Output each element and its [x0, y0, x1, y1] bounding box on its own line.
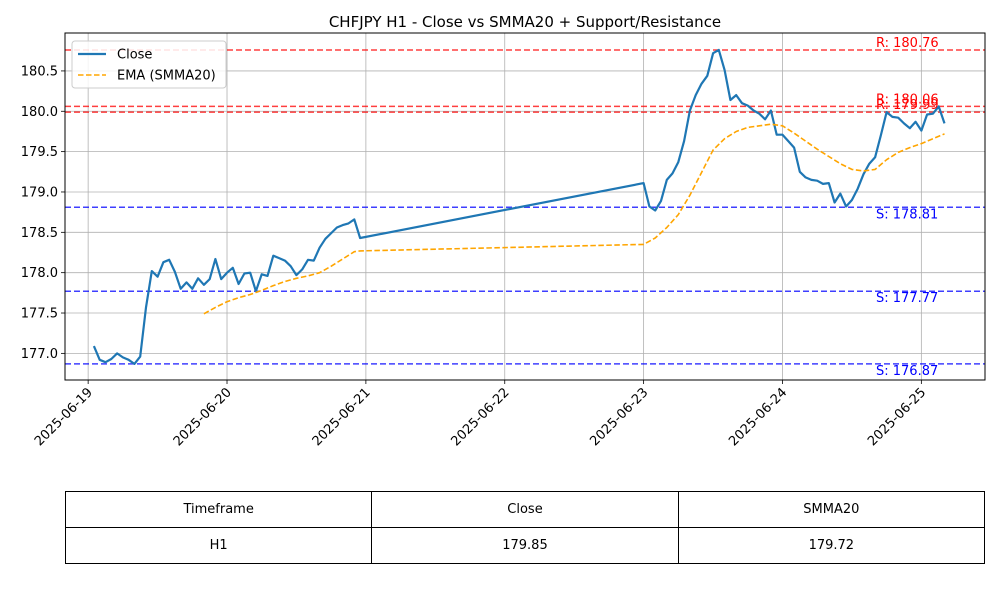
header-smma20: SMMA20: [677, 491, 986, 528]
x-tick-label: 2025-06-25: [865, 385, 929, 449]
support-label: S: 176.87: [876, 364, 938, 379]
support-label: S: 178.81: [876, 207, 938, 222]
y-axis: 177.0 177.5 178.0 178.5 179.0 179.5 180.0 180.5: [21, 64, 65, 362]
x-tick-label: 2025-06-24: [726, 385, 790, 449]
x-tick-label: 2025-06-23: [587, 385, 651, 449]
resistance-label: R: 180.76: [876, 36, 939, 51]
support-label: S: 177.77: [876, 291, 938, 306]
legend-box: [71, 40, 227, 89]
x-tick-label: 2025-06-20: [171, 385, 235, 449]
table-row: H1 179.85 179.72: [64, 527, 986, 564]
chart: CHFJPY H1 - Close vs SMMA20 + Support/Re…: [21, 13, 986, 449]
chart-title: CHFJPY H1 - Close vs SMMA20 + Support/Re…: [329, 13, 721, 31]
summary-table: Timeframe Close SMMA20 H1 179.85 179.72: [64, 491, 986, 564]
y-tick-label: 179.5: [21, 145, 58, 160]
x-tick-label: 2025-06-21: [310, 385, 374, 449]
y-tick-label: 179.0: [21, 185, 58, 200]
y-tick-label: 178.5: [21, 226, 58, 241]
y-tick-label: 177.5: [21, 307, 58, 322]
close-series-line: [92, 48, 946, 365]
legend-label: EMA (SMMA20): [117, 69, 216, 84]
x-tick-label: 2025-06-19: [32, 385, 96, 449]
resistance-label: R: 180.06: [876, 92, 939, 107]
resistance-label: R: 179.99: [876, 98, 939, 113]
y-tick-label: 180.0: [21, 105, 58, 120]
smma20-series-line: [203, 123, 945, 315]
legend-label: Close: [117, 48, 152, 63]
x-tick-label: 2025-06-22: [449, 385, 513, 449]
plot-frame: [64, 32, 986, 381]
legend: Close EMA (SMMA20): [71, 40, 227, 89]
level-labels: R: 180.76 R: 180.06R: 179.99 S: 178.81 S: 1…: [876, 36, 939, 379]
cell-close: 179.85: [371, 527, 679, 564]
header-close: Close: [371, 491, 679, 528]
header-timeframe: Timeframe: [64, 491, 373, 528]
y-tick-label: 178.0: [21, 266, 58, 281]
y-tick-label: 180.5: [21, 64, 58, 79]
cell-timeframe: H1: [64, 527, 373, 564]
x-axis: 2025-06-19 2025-06-20 2025-06-21 2025-06-22…: [32, 380, 929, 449]
cell-smma20: 179.72: [677, 527, 986, 564]
y-tick-label: 177.0: [21, 347, 58, 362]
table-header-row: Timeframe Close SMMA20: [64, 491, 986, 528]
support-resistance-lines: [65, 49, 985, 365]
series-lines: [92, 48, 946, 365]
